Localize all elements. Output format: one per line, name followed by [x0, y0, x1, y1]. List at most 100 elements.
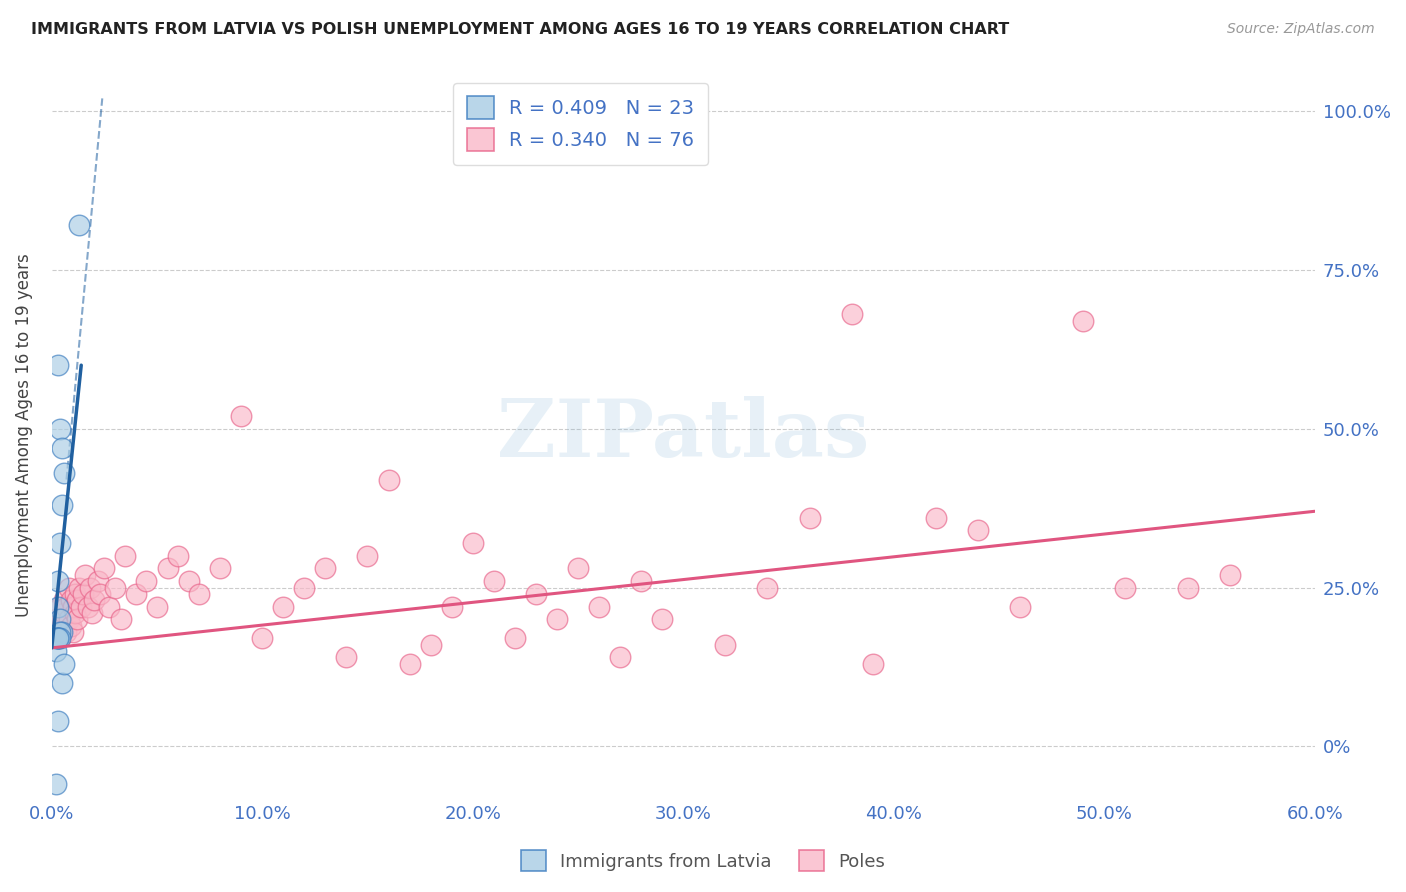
Point [252, 632, 274, 646]
Point [567, 561, 589, 575]
Point [46, 632, 69, 646]
Point [79, 581, 101, 595]
Point [231, 409, 253, 423]
Point [135, 574, 157, 589]
Point [46, 632, 69, 646]
Point [335, 650, 357, 665]
Point [799, 510, 821, 524]
Point [49, 612, 72, 626]
Point [75, 567, 97, 582]
Point [398, 657, 420, 671]
Y-axis label: Unemployment Among Ages 16 to 19 years: Unemployment Among Ages 16 to 19 years [15, 253, 32, 617]
Point [1219, 567, 1241, 582]
Point [55, 599, 77, 614]
Point [651, 612, 673, 626]
Point [377, 473, 399, 487]
Point [70, 599, 93, 614]
Point [66, 612, 89, 626]
Point [53, 606, 76, 620]
Legend: R = 0.409   N = 23, R = 0.340   N = 76: R = 0.409 N = 23, R = 0.340 N = 76 [453, 83, 709, 164]
Point [125, 587, 148, 601]
Point [967, 524, 990, 538]
Point [63, 587, 86, 601]
Point [80, 606, 103, 620]
Point [53, 593, 76, 607]
Point [58, 581, 80, 595]
Point [1071, 314, 1094, 328]
Point [482, 574, 505, 589]
Point [49, 422, 72, 436]
Point [292, 581, 315, 595]
Point [62, 625, 84, 640]
Point [51, 612, 73, 626]
Point [46, 632, 69, 646]
Point [46, 358, 69, 372]
Point [46, 625, 69, 640]
Point [714, 638, 737, 652]
Point [45, 777, 67, 791]
Point [588, 599, 610, 614]
Point [49, 625, 72, 640]
Point [72, 587, 94, 601]
Point [177, 574, 200, 589]
Point [49, 632, 72, 646]
Point [46, 574, 69, 589]
Point [53, 657, 76, 671]
Point [67, 581, 90, 595]
Point [93, 561, 115, 575]
Point [114, 549, 136, 563]
Point [356, 549, 378, 563]
Point [51, 625, 73, 640]
Point [59, 593, 82, 607]
Text: Source: ZipAtlas.com: Source: ZipAtlas.com [1227, 22, 1375, 37]
Point [51, 618, 73, 632]
Point [188, 587, 211, 601]
Point [46, 714, 69, 728]
Point [167, 549, 190, 563]
Point [55, 625, 77, 640]
Text: ZIPatlas: ZIPatlas [498, 396, 869, 474]
Point [524, 587, 547, 601]
Point [45, 644, 67, 658]
Point [51, 441, 73, 455]
Point [756, 581, 779, 595]
Point [209, 561, 232, 575]
Point [110, 612, 132, 626]
Point [51, 675, 73, 690]
Point [419, 638, 441, 652]
Point [630, 574, 652, 589]
Point [271, 599, 294, 614]
Point [58, 612, 80, 626]
Point [66, 593, 89, 607]
Point [461, 536, 484, 550]
Point [87, 574, 110, 589]
Point [925, 510, 948, 524]
Point [49, 599, 72, 614]
Point [67, 219, 90, 233]
Point [45, 612, 67, 626]
Point [62, 599, 84, 614]
Point [89, 587, 111, 601]
Point [76, 599, 98, 614]
Point [146, 599, 169, 614]
Point [45, 632, 67, 646]
Point [1008, 599, 1031, 614]
Point [49, 536, 72, 550]
Point [83, 593, 105, 607]
Text: IMMIGRANTS FROM LATVIA VS POLISH UNEMPLOYMENT AMONG AGES 16 TO 19 YEARS CORRELAT: IMMIGRANTS FROM LATVIA VS POLISH UNEMPLO… [31, 22, 1010, 37]
Point [51, 498, 73, 512]
Point [49, 632, 72, 646]
Point [156, 561, 179, 575]
Point [97, 599, 120, 614]
Point [104, 581, 127, 595]
Legend: Immigrants from Latvia, Poles: Immigrants from Latvia, Poles [513, 843, 893, 879]
Point [53, 466, 76, 480]
Point [609, 650, 631, 665]
Point [1114, 581, 1136, 595]
Point [440, 599, 463, 614]
Point [862, 657, 884, 671]
Point [46, 599, 69, 614]
Point [546, 612, 568, 626]
Point [841, 307, 863, 321]
Point [63, 606, 86, 620]
